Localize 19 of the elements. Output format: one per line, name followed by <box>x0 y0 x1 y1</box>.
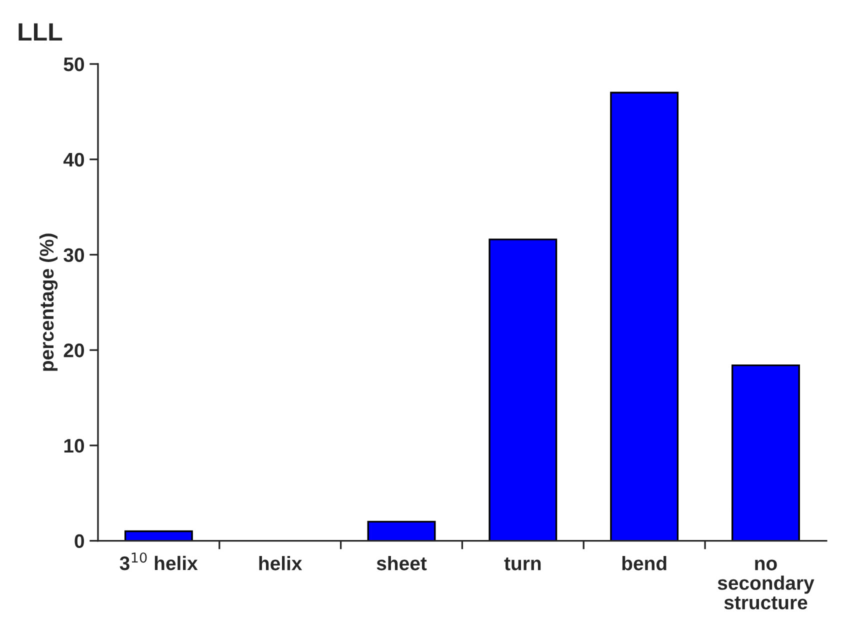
y-tick-label: 20 <box>64 344 84 358</box>
y-tick-label: 40 <box>63 152 84 167</box>
y-axis-title: percentage (%) <box>39 234 58 371</box>
x-tick-label: 3$^{10}$ helix <box>120 552 198 570</box>
bar <box>124 530 193 541</box>
y-tick-label: 10 <box>64 438 84 453</box>
bar <box>488 238 558 541</box>
bar <box>367 520 436 541</box>
x-tick-label: turn <box>504 557 541 570</box>
y-tick-label: 30 <box>64 248 84 262</box>
chart-title: LLL <box>18 23 62 41</box>
x-tick-label: sheet <box>376 556 427 570</box>
bar <box>610 92 679 541</box>
y-tick-label: 0 <box>74 534 84 548</box>
y-tick-label: 50 <box>64 57 84 72</box>
x-tick-label: helix <box>259 556 302 570</box>
x-tick-label: bend <box>622 556 666 570</box>
bar <box>732 364 800 541</box>
x-tick-label: no secondary structure <box>718 560 814 610</box>
